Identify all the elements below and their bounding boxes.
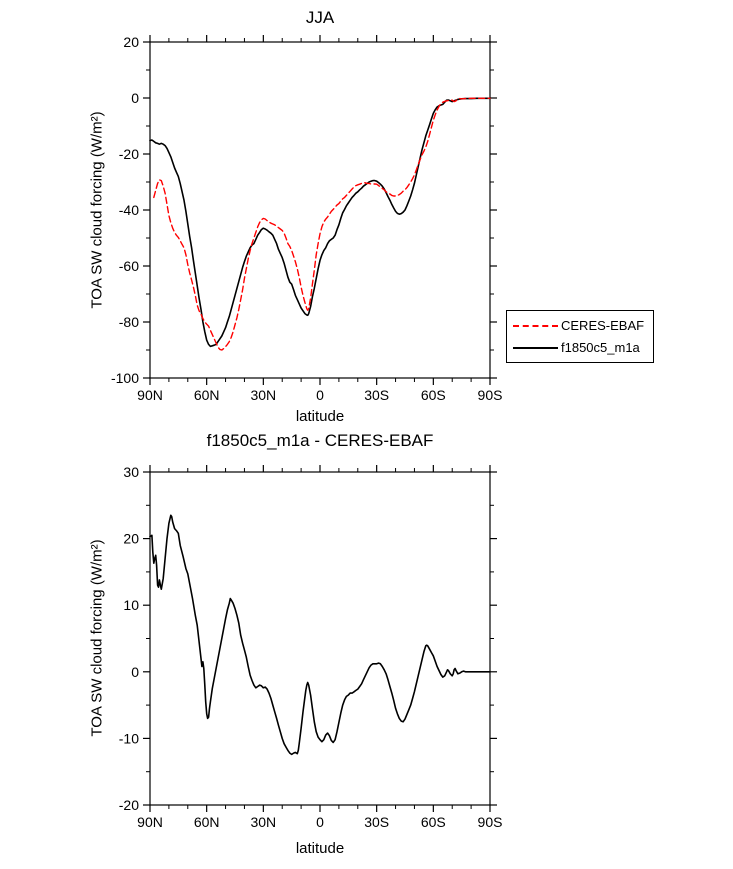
legend-label: CERES-EBAF <box>561 318 645 333</box>
x-axis-ticks: 90N 60N 30N 0 30S 60S 90S <box>137 465 502 830</box>
legend: CERES-EBAF f1850c5_m1a <box>506 310 655 363</box>
y-tick-label: -10 <box>119 730 139 746</box>
chart-plot-1: 90N 60N 30N 0 30S 60S 90S -20 -10 0 10 20 30 <box>119 464 503 830</box>
x-tick-label: 90N <box>137 814 163 830</box>
bottom-chart-title: f1850c5_m1a - CERES-EBAF <box>206 431 434 450</box>
plot-frame <box>149 471 491 806</box>
series-line-f1850c5-m1a <box>149 97 491 348</box>
minor-ticks <box>146 38 494 382</box>
top-chart-xlabel: latitude <box>295 408 345 425</box>
x-tick-label: 0 <box>316 814 324 830</box>
x-tick-label: 0 <box>316 387 324 403</box>
y-tick-label: 0 <box>131 664 139 680</box>
y-tick-label: 20 <box>123 34 139 50</box>
y-tick-label: -80 <box>119 314 139 330</box>
series-line-ceres-ebaf <box>153 97 491 351</box>
chart-plot-0: 90N 60N 30N 0 30S 60S 90S -100 -80 -60 -40 -20 0 20 <box>111 34 502 403</box>
minor-ticks <box>146 468 494 809</box>
x-tick-label: 90S <box>478 814 503 830</box>
x-tick-label: 30N <box>250 387 276 403</box>
y-tick-label: 0 <box>131 90 139 106</box>
bottom-chart-ylabel: TOA SW cloud forcing (W/m²) <box>88 539 106 737</box>
y-tick-label: -100 <box>111 370 139 386</box>
y-tick-label: -20 <box>119 146 139 162</box>
y-axis-ticks: -100 -80 -60 -40 -20 0 20 <box>111 34 497 386</box>
x-tick-label: 30S <box>364 814 389 830</box>
x-tick-label: 30S <box>364 387 389 403</box>
x-tick-label: 30N <box>250 814 276 830</box>
x-axis-ticks: 90N 60N 30N 0 30S 60S 90S <box>137 35 502 403</box>
x-tick-label: 90S <box>478 387 503 403</box>
legend-label: f1850c5_m1a <box>561 340 640 355</box>
y-tick-label: -40 <box>119 202 139 218</box>
x-tick-label: 60S <box>421 814 446 830</box>
legend-item: f1850c5_m1a <box>513 341 644 354</box>
bottom-chart-xlabel: latitude <box>295 840 345 857</box>
x-tick-label: 60N <box>194 814 220 830</box>
y-tick-label: -60 <box>119 258 139 274</box>
plot-frame <box>149 41 491 379</box>
y-tick-label: 30 <box>123 464 139 480</box>
ceres-ebaf-line-sample-icon <box>513 324 558 327</box>
y-axis-ticks: -20 -10 0 10 20 30 <box>119 464 497 813</box>
series-line-f1850c5-m1a-ceres-ebaf <box>149 514 491 756</box>
top-chart-ylabel: TOA SW cloud forcing (W/m²) <box>88 111 106 309</box>
y-tick-label: 10 <box>123 597 139 613</box>
y-tick-label: -20 <box>119 797 139 813</box>
x-tick-label: 60N <box>194 387 220 403</box>
f1850c5-m1a-line-sample-icon <box>513 346 558 349</box>
x-tick-label: 60S <box>421 387 446 403</box>
top-chart-title: JJA <box>305 8 335 27</box>
y-tick-label: 20 <box>123 531 139 547</box>
legend-item: CERES-EBAF <box>513 319 644 332</box>
x-tick-label: 90N <box>137 387 163 403</box>
